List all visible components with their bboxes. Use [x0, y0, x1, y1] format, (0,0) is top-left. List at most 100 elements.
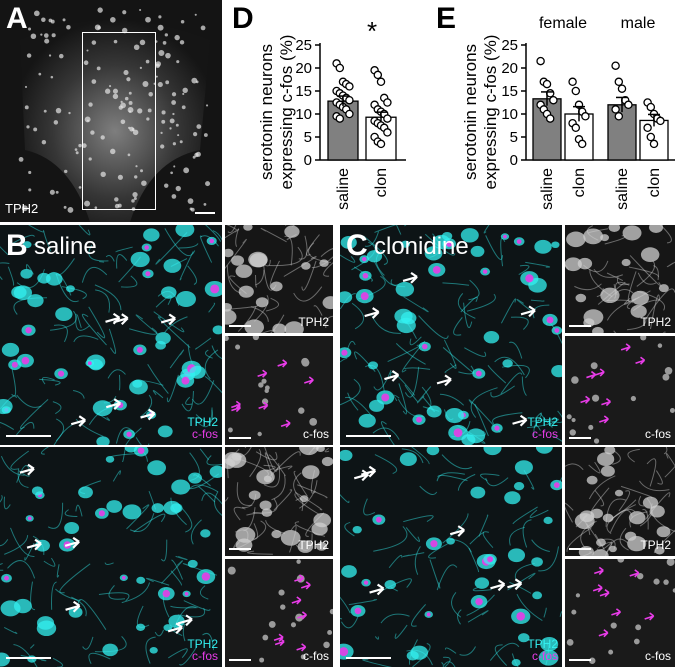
cfos-nucleus [136, 346, 143, 353]
cfos-dot [225, 336, 229, 342]
fiber [0, 455, 25, 476]
cfos-nucleus [87, 361, 92, 366]
fiber [135, 437, 150, 445]
cell-body [366, 250, 383, 263]
cell-body [654, 546, 665, 555]
tph2-cell [41, 140, 47, 145]
fiber [295, 491, 323, 511]
fiber [538, 546, 560, 572]
cell-body [55, 307, 73, 322]
cell-body [316, 447, 325, 452]
fiber [512, 506, 538, 525]
fiber [380, 421, 395, 445]
fiber [325, 315, 333, 329]
tph2-cell [43, 109, 47, 113]
arrow-icon [105, 398, 122, 410]
tph2-cell [171, 92, 177, 97]
cell-body [235, 527, 256, 543]
cell-body [608, 545, 617, 553]
cfos-dot [630, 395, 637, 402]
panel-b-side-tph2-2: TPH2 [225, 447, 333, 556]
panel-d-ytick-label: 5 [304, 129, 312, 146]
fiber [179, 251, 194, 281]
fiber [373, 526, 408, 552]
fiber [340, 378, 361, 406]
tph2-cell [142, 80, 149, 87]
cell-body [22, 241, 32, 249]
tph2-cell [113, 39, 118, 44]
cfos-dot [663, 579, 669, 585]
tph2-cell [203, 202, 207, 206]
fiber [374, 636, 379, 640]
cell-body [157, 425, 173, 438]
fiber [463, 302, 473, 328]
fiber [566, 527, 592, 552]
cell-body [602, 513, 614, 523]
tph2-cell [90, 130, 95, 135]
cfos-dot [258, 382, 264, 388]
cfos-dot [571, 609, 577, 615]
tph2-cell [182, 92, 185, 96]
cfos-nucleus [375, 516, 382, 523]
panel-d-point [383, 114, 392, 123]
fiber [294, 493, 320, 515]
tph2-cell [97, 25, 101, 30]
fiber [627, 317, 647, 331]
fiber [646, 458, 657, 487]
fiber [71, 596, 87, 617]
panel-d-point [335, 63, 345, 73]
fiber [393, 394, 400, 402]
cfos-nucleus [354, 607, 362, 615]
cell-body [531, 557, 543, 567]
fiber [467, 610, 489, 623]
fiber [472, 587, 492, 592]
cell-body [0, 398, 13, 415]
panel-c-side-cfos-1-scalebar [569, 437, 591, 439]
fiber [424, 233, 456, 256]
tph2-cell [157, 82, 163, 88]
cfos-nucleus [126, 431, 132, 437]
fiber [412, 642, 431, 667]
cfos-dot [301, 357, 309, 366]
cell-body [0, 652, 10, 667]
fiber [39, 378, 61, 386]
arrow-icon [629, 569, 640, 578]
cfos-dot [610, 622, 617, 629]
cfos-dot [298, 407, 305, 414]
fiber [340, 493, 350, 503]
fiber [227, 225, 237, 234]
fiber [204, 349, 219, 380]
fiber [395, 343, 426, 365]
fiber [348, 599, 378, 606]
panel-a-scalebar [195, 212, 215, 214]
tph2-cell [137, 108, 143, 114]
tph2-cell [88, 102, 93, 107]
cell-body [538, 649, 559, 666]
fiber [147, 363, 169, 394]
fiber [509, 581, 532, 594]
cell-body [259, 500, 272, 511]
panel-b-side-cfos-2-label: c-fos [302, 649, 329, 664]
fiber [10, 450, 30, 470]
panel-b-side-tph2-2-scalebar [229, 548, 251, 550]
cell-body [299, 447, 319, 456]
fiber [73, 335, 99, 343]
fiber [55, 588, 81, 602]
fiber [409, 336, 422, 346]
fiber [485, 235, 504, 260]
arrow-icon [296, 643, 307, 652]
panel-c-tph2-label: TPH2 [527, 414, 558, 429]
panel-b-merge-labels-2: TPH2 c-fos [187, 638, 218, 663]
tph2-cell [123, 70, 129, 76]
fiber [565, 502, 574, 523]
cell-body [399, 452, 417, 466]
fiber [265, 520, 286, 535]
tph2-cell [172, 142, 176, 146]
fiber [214, 491, 222, 516]
fiber [347, 340, 356, 350]
fiber [255, 451, 278, 461]
cfos-nucleus [430, 540, 438, 548]
cell-body [188, 472, 203, 484]
tph2-cell [171, 100, 177, 105]
fiber [457, 473, 476, 491]
